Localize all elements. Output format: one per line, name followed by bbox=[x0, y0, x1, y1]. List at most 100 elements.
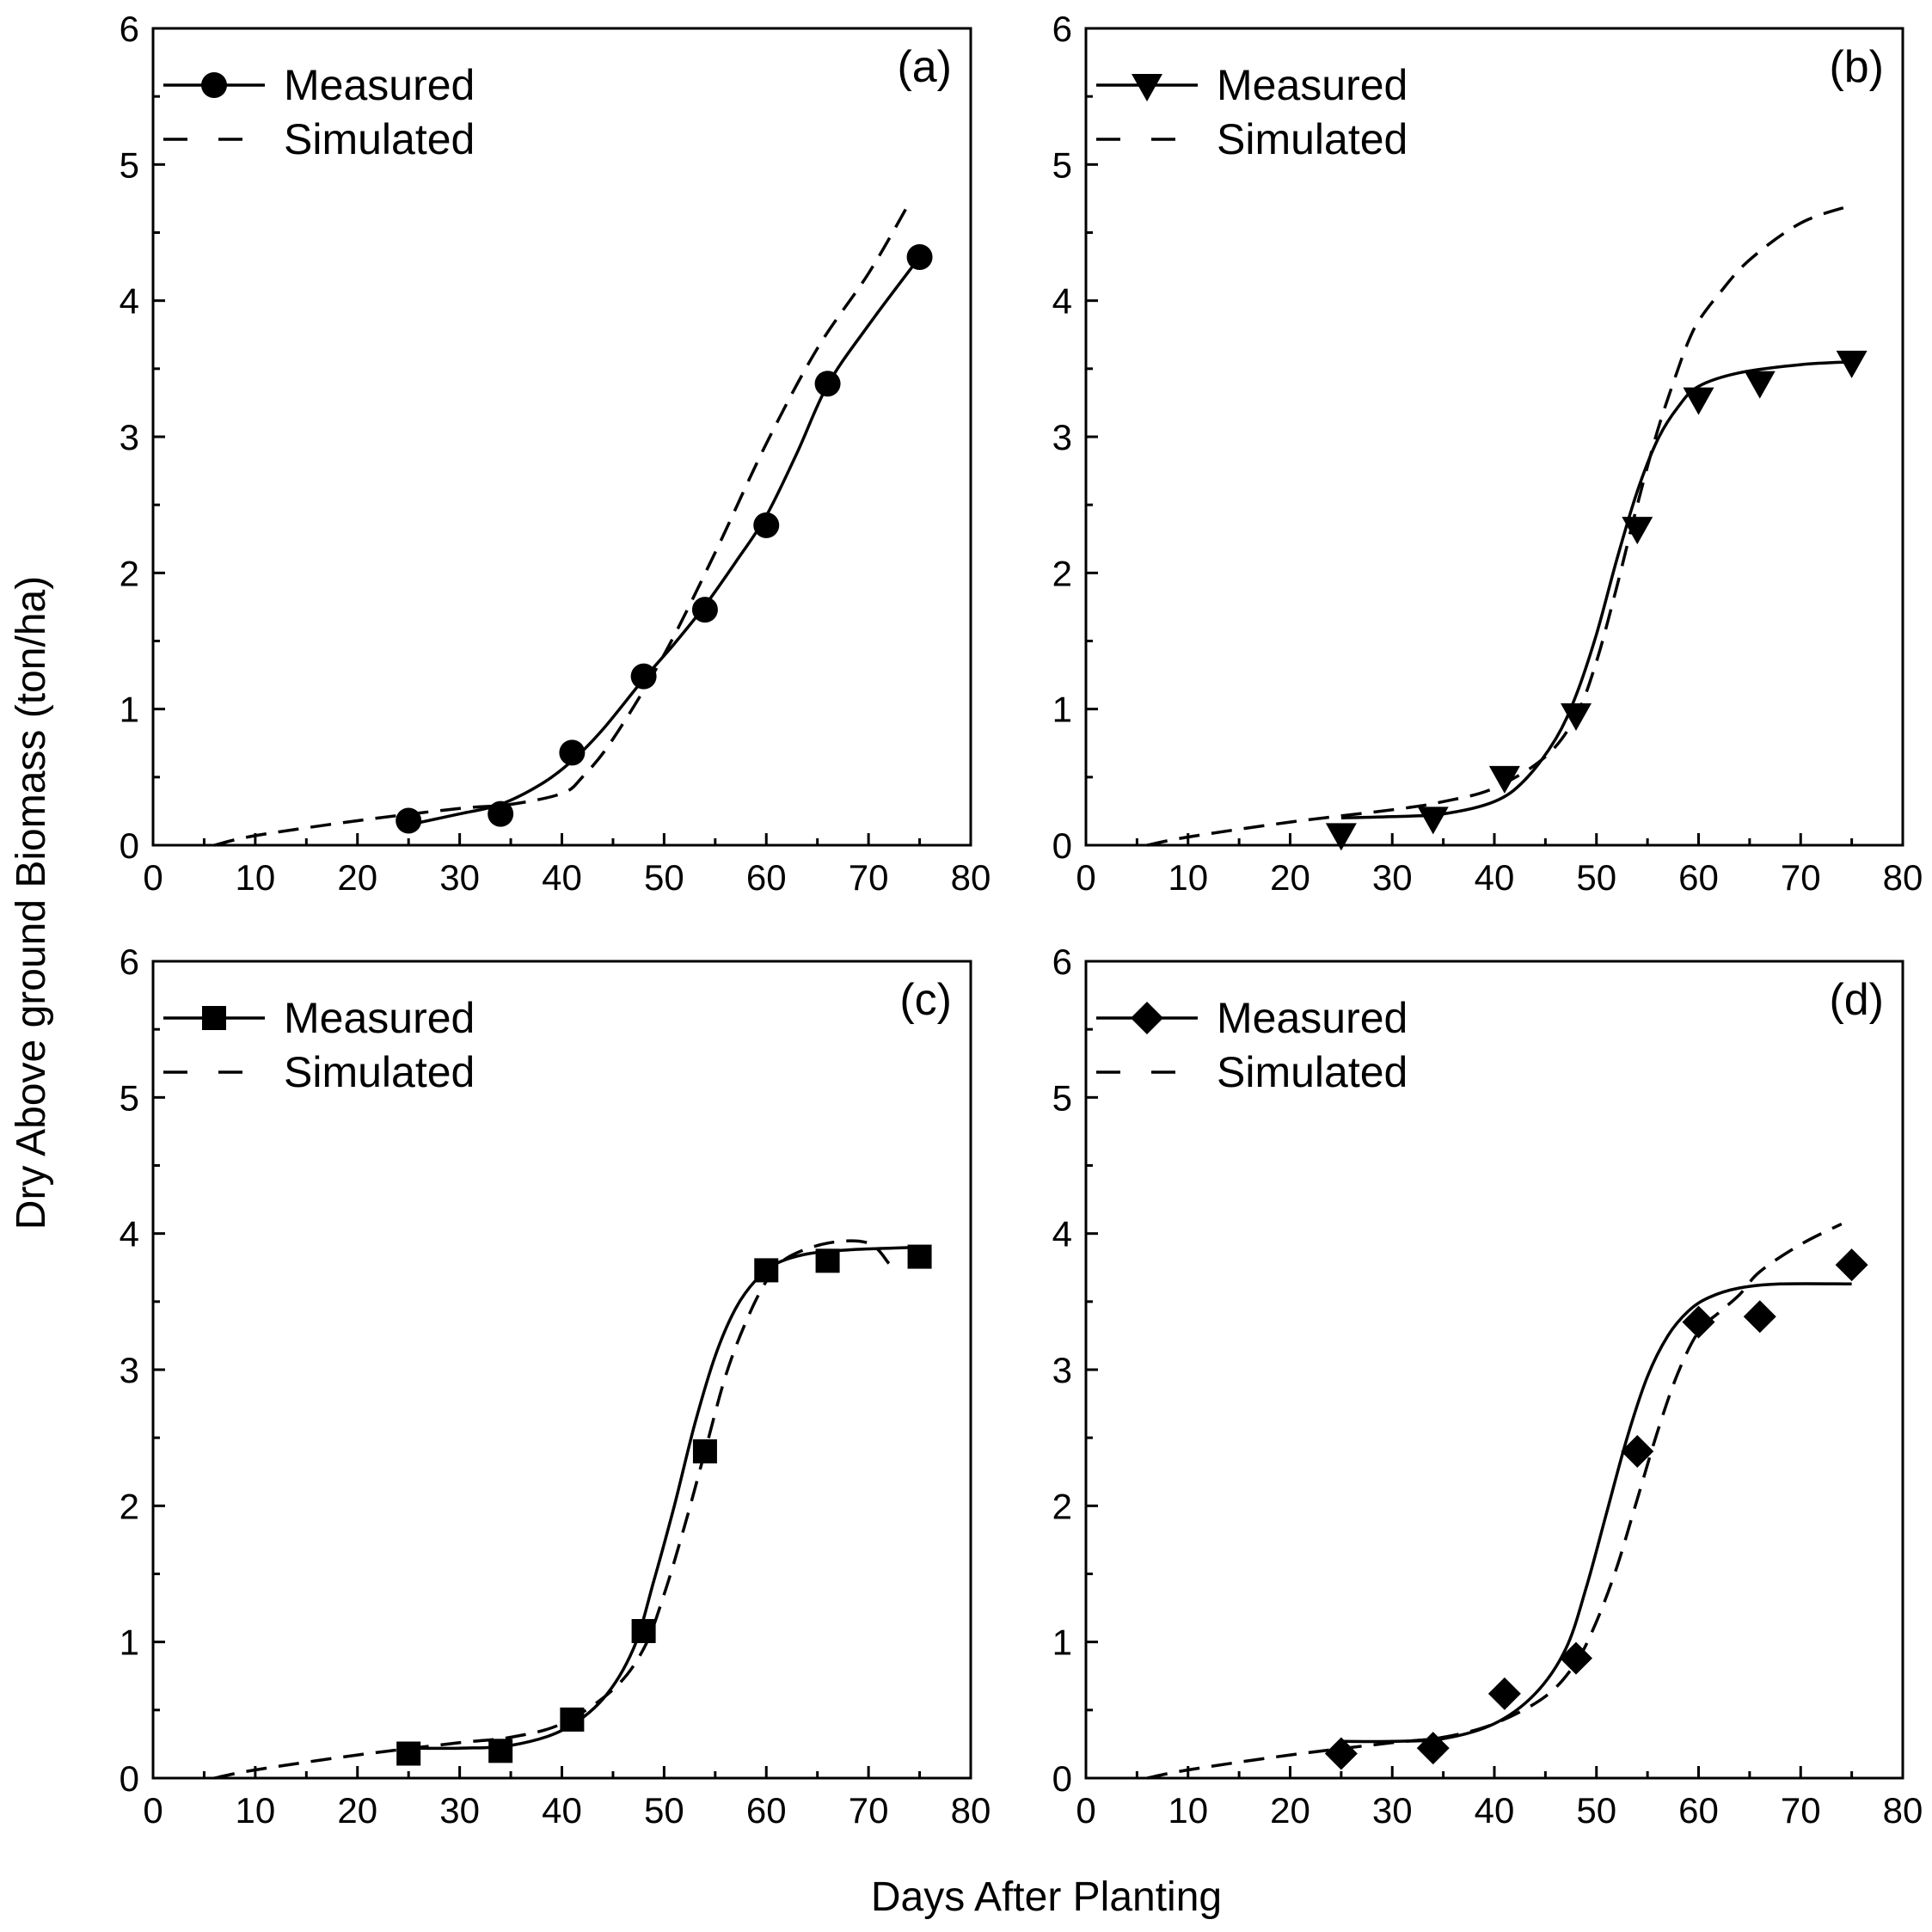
x-tick-label: 0 bbox=[1076, 1790, 1095, 1831]
x-tick-label: 20 bbox=[337, 857, 377, 898]
x-tick-label: 40 bbox=[1475, 857, 1515, 898]
panel-label: (b) bbox=[1829, 42, 1884, 92]
legend-measured-marker bbox=[201, 72, 227, 98]
y-tick-label: 0 bbox=[1052, 1758, 1072, 1799]
legend-measured-label: Measured bbox=[1217, 61, 1408, 109]
panel-d: 0 10 20 30 40 50 60 70 80 0 1 2 3 4 5 6 (d) Measured Simul… bbox=[1052, 941, 1923, 1831]
measured-point bbox=[907, 1244, 932, 1269]
y-tick-label: 1 bbox=[120, 690, 139, 730]
panel-label: (a) bbox=[897, 42, 952, 92]
x-tick-label: 50 bbox=[1576, 1790, 1616, 1831]
simulated-line bbox=[213, 201, 911, 847]
measured-point bbox=[814, 371, 841, 397]
y-tick-label: 5 bbox=[120, 1077, 139, 1118]
measured-point bbox=[906, 244, 933, 270]
y-tick-label: 5 bbox=[1052, 144, 1072, 185]
x-tick-label: 20 bbox=[1270, 1790, 1310, 1831]
plot-frame bbox=[1084, 27, 1904, 847]
panel-a: 0 10 20 30 40 50 60 70 80 0 1 2 3 4 5 6 (a) Measured Simul… bbox=[120, 9, 991, 898]
plot-frame bbox=[151, 960, 972, 1780]
measured-point bbox=[1744, 371, 1776, 399]
legend-measured-marker bbox=[1132, 74, 1162, 101]
x-tick-label: 20 bbox=[1270, 857, 1310, 898]
legend: Measured Simulated bbox=[1096, 61, 1408, 163]
measured-curve bbox=[408, 255, 921, 827]
x-tick-label: 80 bbox=[1883, 857, 1923, 898]
measured-point bbox=[1835, 1248, 1868, 1282]
measured-point bbox=[1416, 1732, 1450, 1765]
measured-point bbox=[815, 1248, 840, 1273]
y-tick-label: 0 bbox=[120, 1758, 139, 1799]
x-tick-label: 70 bbox=[1781, 857, 1821, 898]
y-tick-label: 2 bbox=[120, 553, 139, 593]
x-tick-label: 40 bbox=[542, 857, 582, 898]
y-tick-label: 6 bbox=[1052, 9, 1072, 49]
legend-simulated-label: Simulated bbox=[284, 1048, 475, 1096]
x-tick-label: 30 bbox=[1372, 1790, 1413, 1831]
panel-b: 0 10 20 30 40 50 60 70 80 0 1 2 3 4 5 6 (b) Measured Simul… bbox=[1052, 9, 1923, 898]
y-tick-label: 4 bbox=[120, 1214, 139, 1254]
plot-frame bbox=[151, 27, 972, 847]
legend-measured-label: Measured bbox=[1217, 994, 1408, 1042]
measured-point bbox=[1487, 1677, 1521, 1710]
x-tick-label: 0 bbox=[1076, 857, 1095, 898]
y-tick-label: 4 bbox=[120, 281, 139, 322]
measured-curve bbox=[1340, 360, 1852, 820]
x-tick-label: 50 bbox=[1576, 857, 1616, 898]
y-tick-label: 2 bbox=[120, 1486, 139, 1526]
y-tick-label: 1 bbox=[1052, 1622, 1072, 1663]
y-tick-label: 0 bbox=[120, 825, 139, 866]
x-axis-title: Days After Planting bbox=[871, 1874, 1222, 1920]
x-tick-label: 10 bbox=[236, 1790, 276, 1831]
x-tick-label: 80 bbox=[1883, 1790, 1923, 1831]
x-tick-label: 50 bbox=[644, 857, 684, 898]
measured-point bbox=[1622, 517, 1653, 545]
measured-point bbox=[754, 1258, 779, 1283]
y-tick-label: 4 bbox=[1052, 1214, 1072, 1254]
measured-point bbox=[1683, 387, 1714, 415]
legend-simulated-label: Simulated bbox=[1217, 115, 1408, 163]
measured-point bbox=[1560, 1641, 1592, 1675]
x-tick-label: 80 bbox=[951, 1790, 991, 1831]
x-tick-label: 60 bbox=[1678, 857, 1719, 898]
y-tick-label: 3 bbox=[120, 1350, 139, 1390]
y-tick-label: 1 bbox=[120, 1622, 139, 1663]
x-tick-label: 70 bbox=[1781, 1790, 1821, 1831]
y-tick-label: 6 bbox=[1052, 941, 1072, 982]
simulated-line bbox=[1146, 1223, 1843, 1780]
measured-point bbox=[1621, 1435, 1654, 1468]
y-tick-label: 5 bbox=[1052, 1077, 1072, 1118]
y-tick-label: 3 bbox=[1052, 417, 1072, 457]
x-tick-label: 70 bbox=[849, 857, 889, 898]
x-tick-label: 10 bbox=[1168, 1790, 1208, 1831]
y-tick-label: 1 bbox=[1052, 690, 1072, 730]
measured-point bbox=[559, 739, 586, 766]
simulated-line bbox=[1146, 204, 1853, 847]
measured-point bbox=[1682, 1305, 1715, 1339]
measured-curve bbox=[1340, 1282, 1852, 1744]
y-tick-label: 2 bbox=[1052, 553, 1072, 593]
legend: Measured Simulated bbox=[163, 61, 475, 163]
y-tick-label: 6 bbox=[120, 9, 139, 49]
x-tick-label: 10 bbox=[236, 857, 276, 898]
legend-simulated-label: Simulated bbox=[1217, 1048, 1408, 1096]
x-tick-label: 40 bbox=[1475, 1790, 1515, 1831]
panels: 0 10 20 30 40 50 60 70 800123456(a)MeasuredSimul… bbox=[120, 9, 1923, 1831]
y-axis-title: Dry Above ground Biomass (ton/ha) bbox=[9, 576, 54, 1230]
measured-point bbox=[691, 597, 718, 623]
x-tick-label: 60 bbox=[746, 1790, 787, 1831]
measured-point bbox=[1417, 807, 1449, 835]
y-tick-label: 5 bbox=[120, 144, 139, 185]
x-tick-label: 0 bbox=[143, 857, 163, 898]
panel-label: (d) bbox=[1829, 975, 1884, 1025]
measured-point bbox=[560, 1707, 585, 1732]
measured-point bbox=[396, 1741, 421, 1766]
x-tick-label: 30 bbox=[1372, 857, 1413, 898]
x-tick-label: 30 bbox=[439, 1790, 480, 1831]
measured-point bbox=[753, 512, 780, 538]
measured-curve bbox=[408, 1245, 920, 1751]
panel-c: 0 10 20 30 40 50 60 70 80 0 1 2 3 4 5 6 (c) Measured Simul… bbox=[120, 941, 991, 1831]
panel-label: (c) bbox=[899, 975, 952, 1025]
legend-measured-label: Measured bbox=[284, 61, 475, 109]
